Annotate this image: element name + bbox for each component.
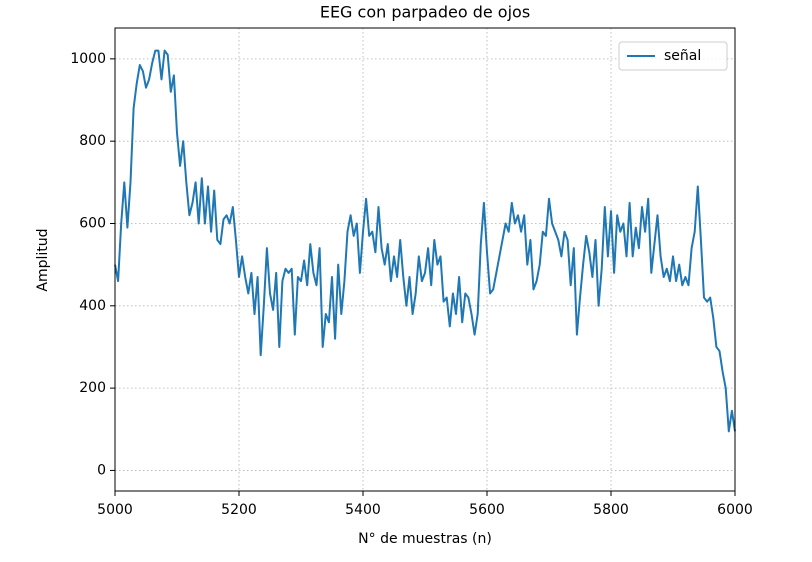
y-tick-label: 1000 (70, 51, 106, 67)
x-tick-label: 6000 (717, 502, 753, 518)
legend-box (618, 41, 728, 71)
y-tick-label: 600 (79, 215, 106, 231)
chart-title: EEG con parpadeo de ojos (320, 3, 530, 22)
x-tick-label: 5000 (97, 502, 133, 518)
y-tick-label: 400 (79, 298, 106, 314)
y-tick-label: 200 (79, 380, 106, 396)
x-axis-label: N° de muestras (n) (358, 531, 492, 547)
x-tick-label: 5600 (469, 502, 505, 518)
data-line (114, 49, 736, 433)
y-tick-label: 0 (97, 462, 106, 478)
x-tick-label: 5400 (345, 502, 381, 518)
y-axis-label: Amplitud (35, 228, 51, 291)
y-tick-label: 800 (79, 133, 106, 149)
x-tick-label: 5800 (593, 502, 629, 518)
plot-frame (114, 27, 736, 492)
legend-label: señal (664, 48, 701, 64)
x-tick-label: 5200 (221, 502, 257, 518)
